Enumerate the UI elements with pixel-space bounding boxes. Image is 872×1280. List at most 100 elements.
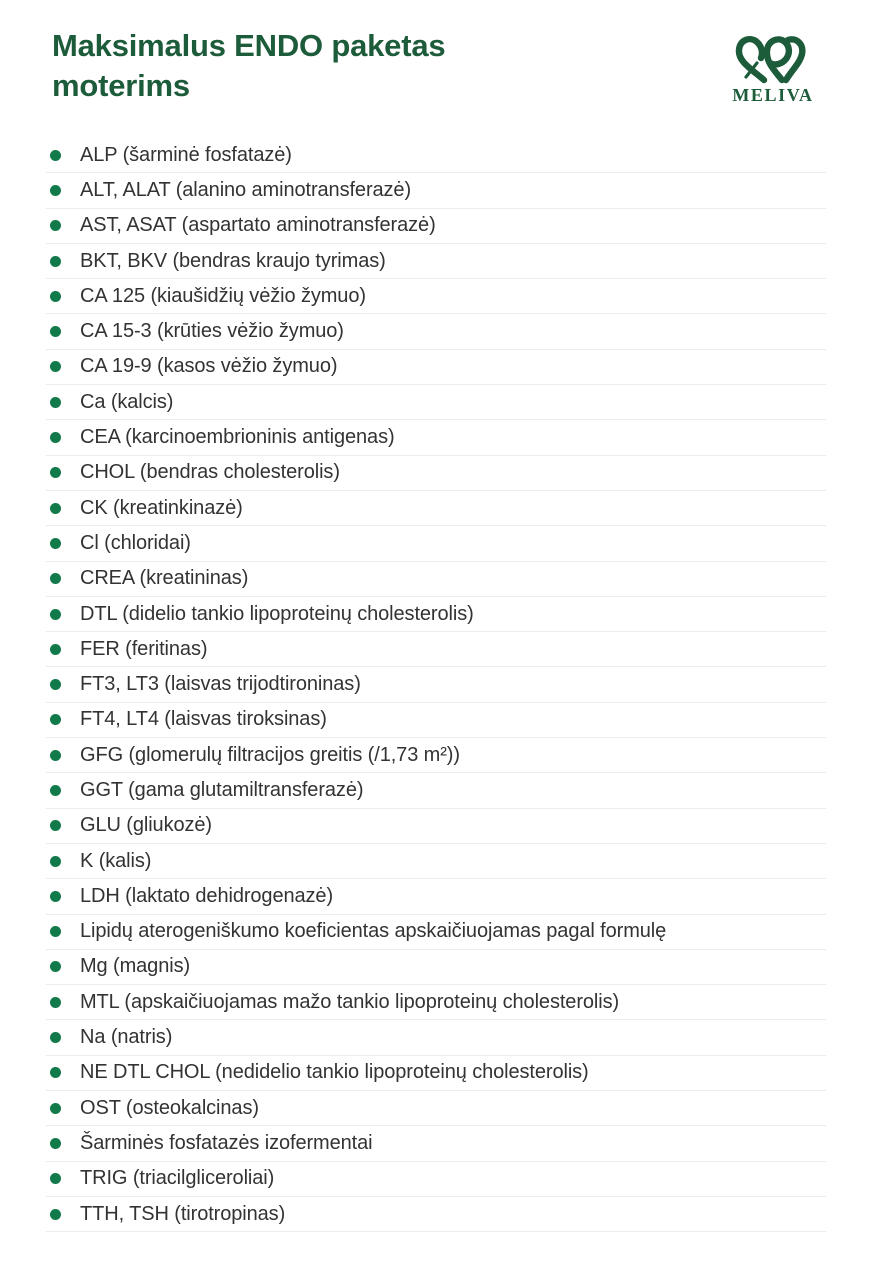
list-item-label: Cl (chloridai) bbox=[80, 531, 191, 554]
list-item: FER (feritinas) bbox=[46, 632, 826, 668]
list-item: CEA (karcinoembrioninis antigenas) bbox=[46, 420, 826, 456]
dot-bullet-icon bbox=[50, 1137, 61, 1149]
meliva-heart-ribbon-icon bbox=[735, 36, 806, 84]
list-item-label: ALT, ALAT (alanino aminotransferazė) bbox=[80, 178, 412, 201]
list-item-label: TRIG (triacilgliceroliai) bbox=[80, 1167, 275, 1190]
list-item: FT3, LT3 (laisvas trijodtironinas) bbox=[46, 667, 826, 703]
meliva-wordmark: MELIVA bbox=[732, 85, 814, 105]
page-header: Maksimalus ENDO paketas moterims MELIVA bbox=[0, 0, 872, 107]
list-item-label: CA 15-3 (krūties vėžio žymuo) bbox=[80, 320, 344, 343]
list-item: BKT, BKV (bendras kraujo tyrimas) bbox=[46, 244, 826, 280]
dot-bullet-icon bbox=[50, 361, 61, 373]
dot-bullet-icon bbox=[50, 890, 61, 902]
list-item-label: Na (natris) bbox=[80, 1026, 173, 1049]
list-item-label: Ca (kalcis) bbox=[80, 390, 174, 413]
dot-bullet-icon bbox=[50, 608, 61, 620]
dot-bullet-icon bbox=[50, 326, 61, 338]
dot-bullet-icon bbox=[50, 220, 61, 232]
page-title: Maksimalus ENDO paketas moterims bbox=[52, 28, 446, 104]
list-item-label: OST (osteokalcinas) bbox=[80, 1096, 259, 1119]
dot-bullet-icon bbox=[50, 396, 61, 408]
list-item: AST, ASAT (aspartato aminotransferazė) bbox=[46, 209, 826, 244]
list-item-label: MTL (apskaičiuojamas mažo tankio lipopro… bbox=[80, 990, 620, 1013]
list-item: Na (natris) bbox=[46, 1020, 826, 1056]
dot-bullet-icon bbox=[50, 1032, 61, 1044]
list-item-label: CREA (kreatininas) bbox=[80, 567, 249, 590]
list-item-label: LDH (laktato dehidrogenazė) bbox=[80, 884, 334, 907]
list-item-label: AST, ASAT (aspartato aminotransferazė) bbox=[80, 214, 436, 237]
list-item: Lipidų aterogeniškumo koeficientas apska… bbox=[46, 915, 826, 950]
list-item: FT4, LT4 (laisvas tiroksinas) bbox=[46, 703, 826, 739]
list-item: ALT, ALAT (alanino aminotransferazė) bbox=[46, 173, 826, 209]
list-item: TTH, TSH (tirotropinas) bbox=[46, 1197, 826, 1233]
list-item: GLU (gliukozė) bbox=[46, 809, 826, 844]
list-item: TRIG (triacilgliceroliai) bbox=[46, 1162, 826, 1197]
dot-bullet-icon bbox=[50, 537, 61, 549]
list-item: K (kalis) bbox=[46, 844, 826, 880]
list-item: Cl (chloridai) bbox=[46, 526, 826, 562]
list-item: GGT (gama glutamiltransferazė) bbox=[46, 773, 826, 809]
dot-bullet-icon bbox=[50, 961, 61, 973]
dot-bullet-icon bbox=[50, 679, 61, 691]
list-item-label: GLU (gliukozė) bbox=[80, 814, 212, 837]
list-item: CK (kreatinkinazė) bbox=[46, 491, 826, 527]
dot-bullet-icon bbox=[50, 749, 61, 761]
list-item-label: K (kalis) bbox=[80, 849, 152, 872]
dot-bullet-icon bbox=[50, 149, 61, 161]
list-item: Ca (kalcis) bbox=[46, 385, 826, 421]
list-item-label: CA 19-9 (kasos vėžio žymuo) bbox=[80, 355, 338, 378]
dot-bullet-icon bbox=[50, 255, 61, 267]
list-item: LDH (laktato dehidrogenazė) bbox=[46, 879, 826, 915]
dot-bullet-icon bbox=[50, 573, 61, 585]
dot-bullet-icon bbox=[50, 784, 61, 796]
list-item: CREA (kreatininas) bbox=[46, 562, 826, 597]
dot-bullet-icon bbox=[50, 432, 61, 444]
list-item: OST (osteokalcinas) bbox=[46, 1091, 826, 1127]
dot-bullet-icon bbox=[50, 855, 61, 867]
list-item-label: GGT (gama glutamiltransferazė) bbox=[80, 778, 364, 801]
lab-test-list: ALP (šarminė fosfatazė) ALT, ALAT (alanin… bbox=[46, 138, 826, 1233]
list-item-label: BKT, BKV (bendras kraujo tyrimas) bbox=[80, 249, 386, 272]
list-item-label: ALP (šarminė fosfatazė) bbox=[80, 143, 292, 166]
list-item-label: CA 125 (kiaušidžių vėžio žymuo) bbox=[80, 284, 366, 307]
dot-bullet-icon bbox=[50, 502, 61, 514]
list-item-label: GFG (glomerulų filtracijos greitis (/1,7… bbox=[80, 743, 460, 766]
list-item: CA 15-3 (krūties vėžio žymuo) bbox=[46, 314, 826, 350]
dot-bullet-icon bbox=[50, 290, 61, 302]
dot-bullet-icon bbox=[50, 184, 61, 196]
list-item-label: CEA (karcinoembrioninis antigenas) bbox=[80, 426, 395, 449]
dot-bullet-icon bbox=[50, 467, 61, 479]
list-item-label: TTH, TSH (tirotropinas) bbox=[80, 1202, 286, 1225]
dot-bullet-icon bbox=[50, 1067, 61, 1079]
list-item: GFG (glomerulų filtracijos greitis (/1,7… bbox=[46, 738, 826, 774]
list-item-label: FER (feritinas) bbox=[80, 637, 208, 660]
list-item: CHOL (bendras cholesterolis) bbox=[46, 456, 826, 491]
list-item: CA 125 (kiaušidžių vėžio žymuo) bbox=[46, 279, 826, 315]
dot-bullet-icon bbox=[50, 1208, 61, 1220]
list-item: Mg (magnis) bbox=[46, 950, 826, 986]
dot-bullet-icon bbox=[50, 1173, 61, 1185]
list-item: Šarminės fosfatazės izofermentai bbox=[46, 1126, 826, 1162]
meliva-logo: MELIVA bbox=[730, 30, 816, 104]
dot-bullet-icon bbox=[50, 714, 61, 726]
list-item: MTL (apskaičiuojamas mažo tankio lipopro… bbox=[46, 985, 826, 1021]
list-item-label: FT3, LT3 (laisvas trijodtironinas) bbox=[80, 673, 361, 696]
dot-bullet-icon bbox=[50, 996, 61, 1008]
dot-bullet-icon bbox=[50, 643, 61, 655]
list-item: CA 19-9 (kasos vėžio žymuo) bbox=[46, 350, 826, 386]
list-item-label: Lipidų aterogeniškumo koeficientas apska… bbox=[80, 920, 667, 943]
dot-bullet-icon bbox=[50, 926, 61, 938]
list-item-label: Šarminės fosfatazės izofermentai bbox=[80, 1131, 373, 1154]
list-item-label: CHOL (bendras cholesterolis) bbox=[80, 461, 340, 484]
list-item-label: CK (kreatinkinazė) bbox=[80, 496, 243, 519]
dot-bullet-icon bbox=[50, 1102, 61, 1114]
list-item: NE DTL CHOL (nedidelio tankio lipoprotei… bbox=[46, 1056, 826, 1092]
list-item: DTL (didelio tankio lipoproteinų cholest… bbox=[46, 597, 826, 633]
list-item-label: DTL (didelio tankio lipoproteinų cholest… bbox=[80, 602, 474, 625]
list-item-label: Mg (magnis) bbox=[80, 955, 191, 978]
dot-bullet-icon bbox=[50, 820, 61, 832]
list-item-label: FT4, LT4 (laisvas tiroksinas) bbox=[80, 708, 327, 731]
list-item: ALP (šarminė fosfatazė) bbox=[46, 138, 826, 174]
list-item-label: NE DTL CHOL (nedidelio tankio lipoprotei… bbox=[80, 1061, 589, 1084]
